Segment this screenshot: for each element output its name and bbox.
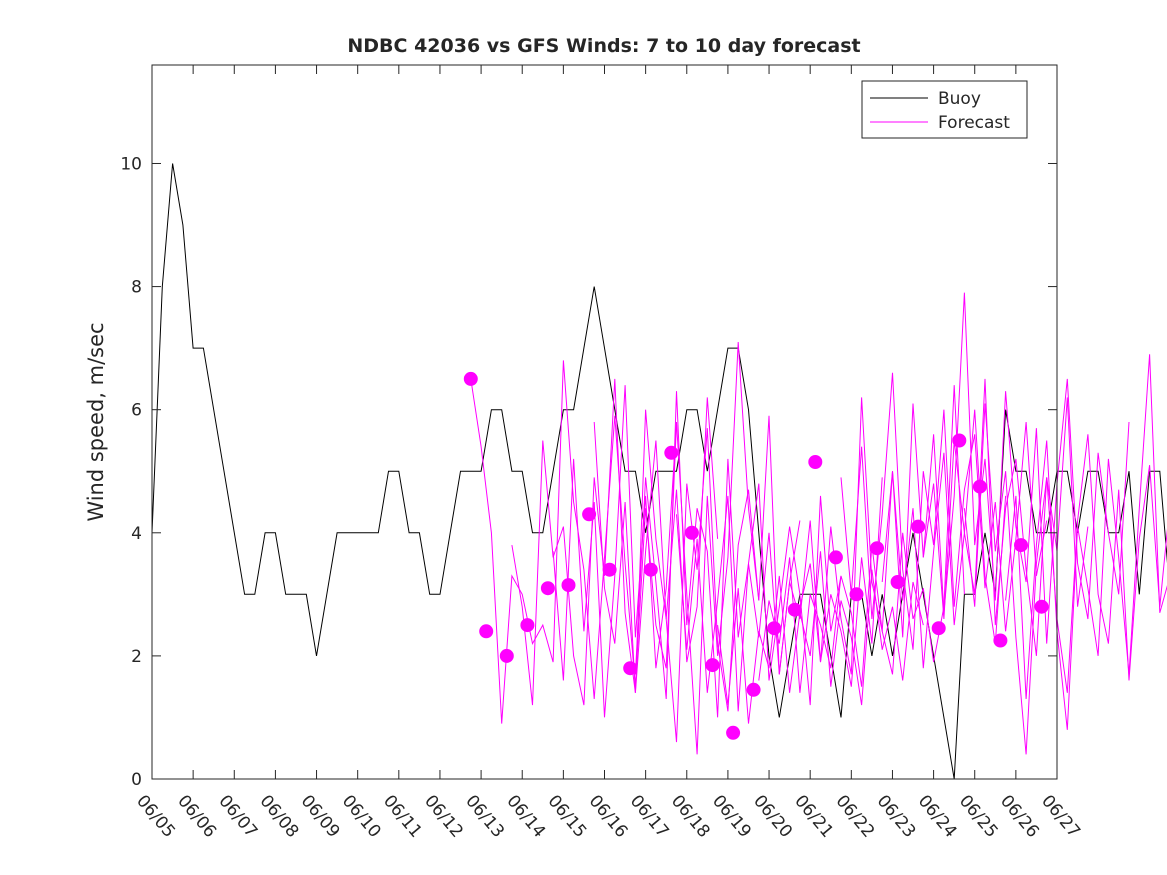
forecast-marker [664,445,679,460]
forecast-marker [684,525,699,540]
forecast-run-line [634,391,842,718]
buoy-line [151,163,1167,780]
forecast-run-line [840,372,1048,650]
forecast-marker [870,541,884,556]
y-tick-label: 6 [131,401,142,421]
forecast-marker [746,682,761,697]
forecast-marker [726,725,741,740]
forecast-marker [499,648,514,663]
y-axis: 0 2 4 6 8 10 [120,154,1057,790]
forecast-markers [463,371,1049,740]
legend-box [861,80,1028,139]
forecast-marker [463,371,478,386]
y-tick-label: 0 [131,770,142,790]
forecast-marker [540,581,555,596]
forecast-marker [520,618,535,633]
forecast-run-line [593,409,801,743]
forecast-marker [582,507,597,522]
forecast-marker [1034,599,1049,614]
forecast-run-line [758,385,965,693]
forecast-marker [1014,538,1028,553]
forecast-run-line [552,341,760,755]
forecast-marker [808,455,823,469]
chart-title: NDBC 42036 vs GFS Winds: 7 to 10 day for… [347,35,860,57]
forecast-marker [561,578,576,593]
forecast-marker [890,575,905,589]
forecast-marker [602,562,617,577]
forecast-marker [972,479,987,494]
forecast-marker [952,433,967,448]
forecast-marker [787,602,802,617]
forecast-marker [643,562,658,577]
forecast-series [470,292,1167,755]
forecast-marker [767,621,782,636]
legend: Buoy Forecast [861,80,1028,139]
forecast-run-line [963,403,1167,755]
forecast-marker [705,658,720,673]
y-tick-label: 2 [131,647,142,667]
buoy-series [151,163,1167,780]
legend-buoy-label: Buoy [938,89,981,109]
legend-forecast-label: Forecast [938,113,1010,133]
forecast-marker [993,633,1008,648]
forecast-marker [911,519,926,534]
forecast-run-line [881,378,1089,656]
forecast-run-line [1005,354,1167,730]
forecast-run-line [470,360,677,724]
forecast-marker [479,624,494,639]
forecast-marker [623,661,638,676]
y-axis-label: Wind speed, m/sec [84,322,108,521]
forecast-run-line [922,292,1130,644]
forecast-marker [849,587,864,602]
y-tick-label: 4 [131,524,142,544]
forecast-marker [828,550,843,565]
y-tick-label: 8 [131,278,142,298]
plot-area [152,65,1057,779]
forecast-marker [931,621,946,636]
y-tick-label: 10 [120,154,142,174]
